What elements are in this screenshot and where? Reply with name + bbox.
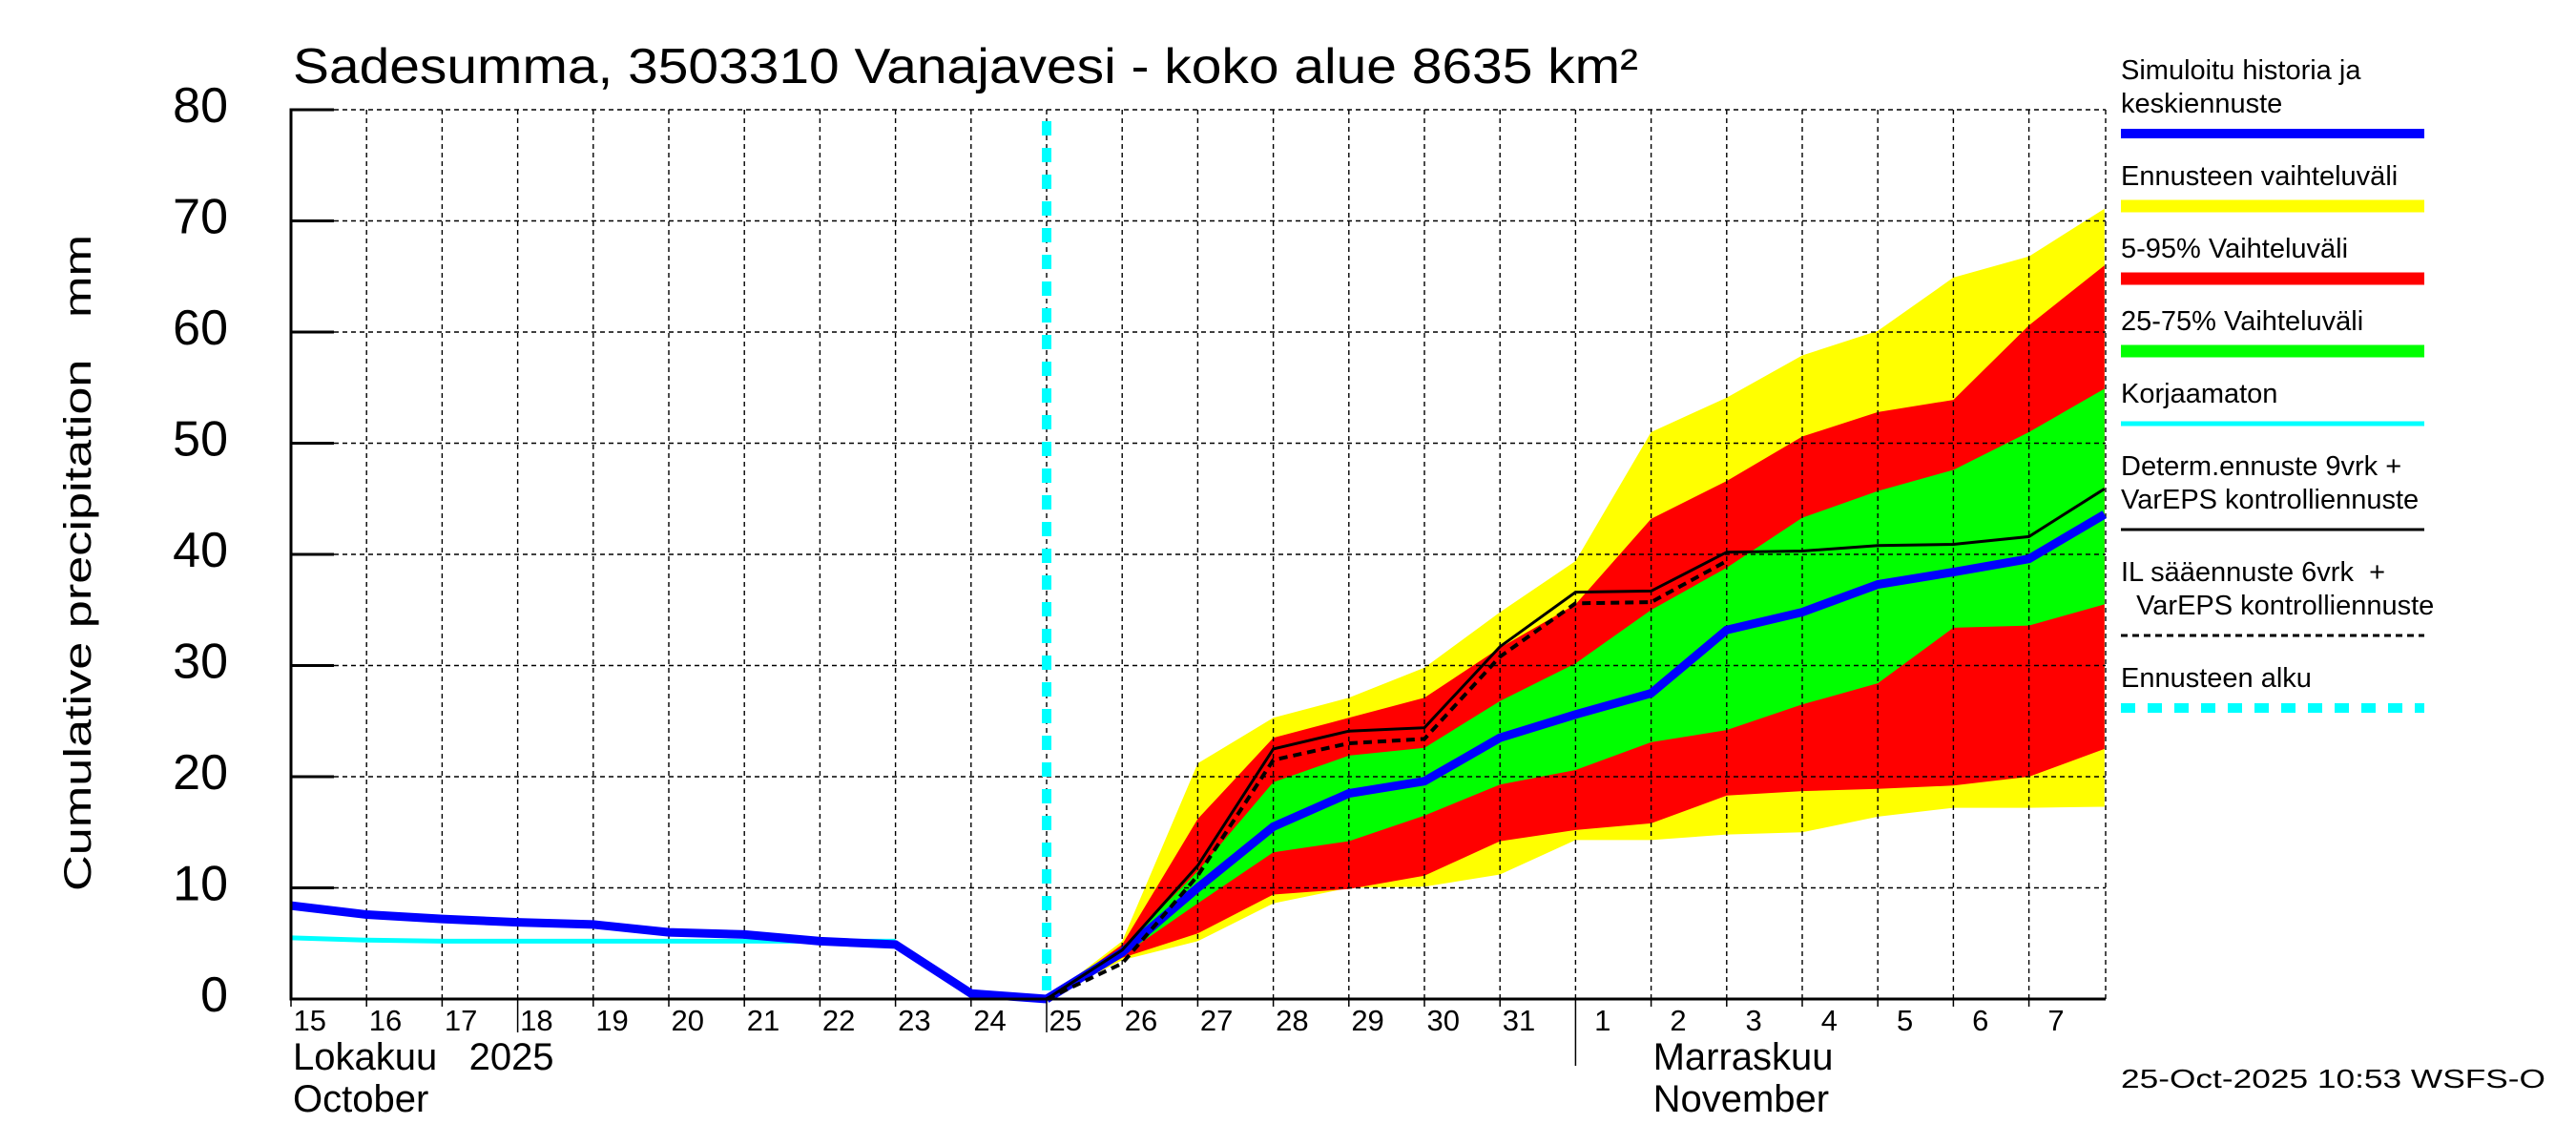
legend-label: Korjaamaton: [2121, 379, 2277, 409]
y-tick-labels: 0 10 20 30 40 50 60 70 80: [173, 78, 228, 1023]
x-tick-label: 16: [369, 1004, 402, 1037]
x-tick-label: 28: [1276, 1004, 1308, 1037]
legend-item: Korjaamaton: [2121, 379, 2424, 427]
x-tick-label: 3: [1746, 1004, 1762, 1037]
legend-item: Ennusteen vaihteluväli: [2121, 161, 2424, 213]
month-label-1: Lokakuu 2025: [293, 1036, 554, 1078]
x-tick-label: 5: [1897, 1004, 1913, 1037]
series-lines: [290, 121, 2108, 1004]
month-label-2: Marraskuu: [1653, 1036, 1834, 1078]
legend-label: Ennusteen alku: [2121, 663, 2312, 694]
y-tick-label: 40: [173, 523, 228, 578]
x-tick-label: 18: [520, 1004, 552, 1037]
x-tick-label: 17: [445, 1004, 477, 1037]
legend-label: Ennusteen vaihteluväli: [2121, 161, 2398, 192]
history-line: [290, 901, 1048, 1004]
legend-item: 25-75% Vaihteluväli: [2121, 306, 2424, 358]
x-tick-label: 19: [595, 1004, 628, 1037]
x-tick-label: 29: [1351, 1004, 1383, 1037]
y-tick-label: 60: [173, 301, 228, 356]
y-tick-label: 10: [173, 857, 228, 912]
legend-item: Determ.ennuste 9vrk +VarEPS kontrollienn…: [2121, 451, 2424, 531]
month-label-en-2: November: [1653, 1078, 1830, 1120]
month-label-en-1: October: [293, 1078, 428, 1120]
x-tick-label: 23: [898, 1004, 930, 1037]
y-tick-label: 80: [173, 78, 228, 134]
x-tick-label: 7: [2047, 1004, 2064, 1037]
x-tick-label: 15: [294, 1004, 326, 1037]
legend-label: keskiennuste: [2121, 89, 2282, 119]
legend-item: Ennusteen alku: [2121, 663, 2424, 713]
legend-label: IL sääennuste 6vrk +: [2121, 557, 2385, 588]
x-tick-label: 20: [672, 1004, 704, 1037]
legend-label: VarEPS kontrolliennuste: [2121, 485, 2419, 515]
y-tick-label: 0: [200, 968, 228, 1023]
x-tick-label: 4: [1821, 1004, 1838, 1037]
y-tick-label: 50: [173, 412, 228, 468]
legend-label: Determ.ennuste 9vrk +: [2121, 451, 2401, 482]
median-forecast-line: [1044, 510, 2108, 1003]
y-tick-label: 30: [173, 635, 228, 690]
x-tick-label: 25: [1049, 1004, 1082, 1037]
y-tick-label: 20: [173, 745, 228, 801]
x-tick-label: 2: [1670, 1004, 1686, 1037]
legend-label: 25-75% Vaihteluväli: [2121, 306, 2363, 337]
legend-label: VarEPS kontrolliennuste: [2121, 591, 2434, 621]
gridlines: [291, 109, 2107, 999]
x-tick-label: 22: [822, 1004, 855, 1037]
x-tick-label: 31: [1503, 1004, 1535, 1037]
chart-title: Sadesumma, 3503310 Vanajavesi - koko alu…: [293, 39, 1638, 94]
legend-item: IL sääennuste 6vrk + VarEPS kontrollienn…: [2121, 557, 2434, 637]
x-tick-label: 30: [1427, 1004, 1460, 1037]
x-tick-label: 24: [973, 1004, 1006, 1037]
y-axis-label: Cumulative precipitation mm: [57, 235, 99, 891]
y-tick-label: 70: [173, 190, 228, 245]
timestamp: 25-Oct-2025 10:53 WSFS-O: [2121, 1064, 2545, 1093]
x-tick-label: 27: [1200, 1004, 1233, 1037]
legend-item: 5-95% Vaihteluväli: [2121, 234, 2424, 285]
axes: [289, 108, 2106, 1066]
legend-label: Simuloitu historia ja: [2121, 55, 2361, 86]
x-tick-label: 26: [1125, 1004, 1157, 1037]
x-tick-label: 6: [1972, 1004, 1988, 1037]
x-tick-label: 1: [1594, 1004, 1610, 1037]
il-forecast-line: [1046, 559, 1728, 1001]
x-tick-labels: 15 16 17 18 19 20 21 22 23 24 25 26 27 28 29 30 31 1 2 3 4 5 6…: [294, 1004, 2065, 1037]
legend-label: 5-95% Vaihteluväli: [2121, 234, 2348, 264]
x-tick-label: 21: [747, 1004, 779, 1037]
determ-forecast-line: [1046, 488, 2106, 1001]
